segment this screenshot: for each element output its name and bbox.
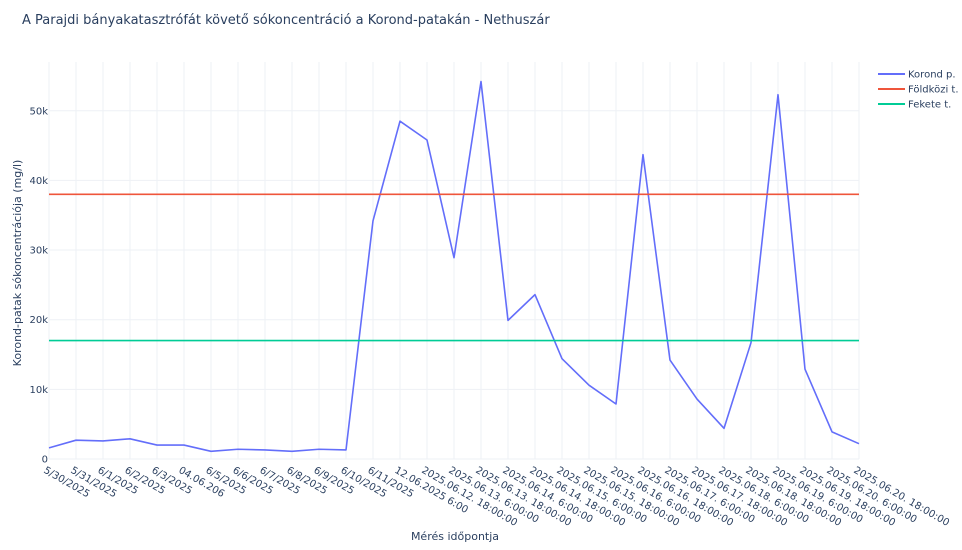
legend-item-3[interactable]: Fekete t. (878, 100, 951, 111)
legend[interactable]: Korond p. Földközi t. Fekete t. (878, 70, 959, 111)
y-tick-label: 30k (29, 246, 48, 257)
y-axis-title: Korond-patak sókoncentrációja (mg/l) (11, 160, 24, 367)
series-line-1 (48, 80, 860, 453)
legend-item-1[interactable]: Korond p. (878, 70, 956, 81)
x-axis-ticks: 5/30/20255/31/20256/1/20256/2/20256/3/20… (42, 465, 951, 529)
y-tick-label: 0 (42, 455, 48, 466)
y-tick-label: 40k (29, 176, 48, 187)
legend-label: Földközi t. (908, 85, 959, 96)
legend-label: Fekete t. (908, 100, 951, 111)
y-axis-ticks: 0 10k 20k 30k 40k 50k (29, 106, 48, 465)
legend-label: Korond p. (908, 70, 956, 81)
y-tick-label: 50k (29, 106, 48, 117)
legend-item-2[interactable]: Földközi t. (878, 85, 959, 96)
y-tick-label: 20k (29, 315, 48, 326)
plot-area (48, 80, 860, 453)
chart-title: A Parajdi bányakatasztrófát követő sókon… (22, 13, 550, 28)
x-axis-title: Mérés időpontja (411, 530, 499, 543)
y-tick-label: 10k (29, 385, 48, 396)
gridlines (48, 62, 860, 460)
